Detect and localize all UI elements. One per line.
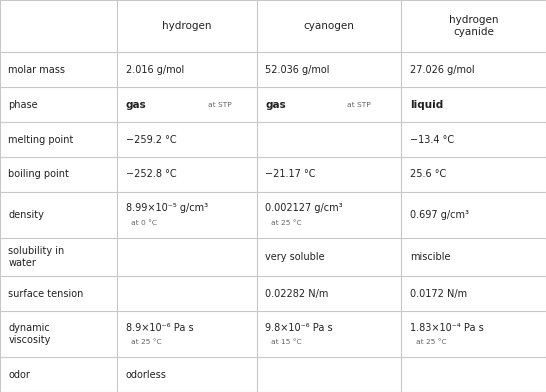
Text: phase: phase	[8, 100, 38, 110]
Text: at 0 °C: at 0 °C	[131, 220, 157, 225]
Text: −259.2 °C: −259.2 °C	[126, 134, 176, 145]
Text: −13.4 °C: −13.4 °C	[410, 134, 454, 145]
Text: at STP: at STP	[207, 102, 232, 108]
Text: cyanogen: cyanogen	[304, 21, 354, 31]
Text: at 15 °C: at 15 °C	[271, 339, 302, 345]
Text: 0.0172 N/m: 0.0172 N/m	[410, 289, 467, 299]
Text: gas: gas	[126, 100, 146, 110]
Text: liquid: liquid	[410, 100, 443, 110]
Text: molar mass: molar mass	[8, 65, 65, 75]
Text: miscible: miscible	[410, 252, 450, 262]
Text: −21.17 °C: −21.17 °C	[265, 169, 316, 180]
Text: gas: gas	[265, 100, 286, 110]
Text: boiling point: boiling point	[8, 169, 69, 180]
Text: dynamic
viscosity: dynamic viscosity	[8, 323, 51, 345]
Text: 2.016 g/mol: 2.016 g/mol	[126, 65, 184, 75]
Text: odor: odor	[8, 370, 30, 379]
Text: 9.8×10⁻⁶ Pa s: 9.8×10⁻⁶ Pa s	[265, 323, 333, 333]
Text: solubility in
water: solubility in water	[8, 246, 64, 268]
Text: 8.99×10⁻⁵ g/cm³: 8.99×10⁻⁵ g/cm³	[126, 203, 208, 213]
Text: 1.83×10⁻⁴ Pa s: 1.83×10⁻⁴ Pa s	[410, 323, 484, 333]
Text: melting point: melting point	[8, 134, 74, 145]
Text: hydrogen
cyanide: hydrogen cyanide	[449, 15, 498, 37]
Text: 0.697 g/cm³: 0.697 g/cm³	[410, 210, 469, 220]
Text: odorless: odorless	[126, 370, 167, 379]
Text: 0.02282 N/m: 0.02282 N/m	[265, 289, 329, 299]
Text: very soluble: very soluble	[265, 252, 325, 262]
Text: hydrogen: hydrogen	[162, 21, 212, 31]
Text: 25.6 °C: 25.6 °C	[410, 169, 446, 180]
Text: 0.002127 g/cm³: 0.002127 g/cm³	[265, 203, 343, 213]
Text: density: density	[8, 210, 44, 220]
Text: 52.036 g/mol: 52.036 g/mol	[265, 65, 330, 75]
Text: at 25 °C: at 25 °C	[131, 339, 162, 345]
Text: 8.9×10⁻⁶ Pa s: 8.9×10⁻⁶ Pa s	[126, 323, 193, 333]
Text: at 25 °C: at 25 °C	[271, 220, 302, 225]
Text: 27.026 g/mol: 27.026 g/mol	[410, 65, 474, 75]
Text: surface tension: surface tension	[8, 289, 84, 299]
Text: at 25 °C: at 25 °C	[416, 339, 447, 345]
Text: −252.8 °C: −252.8 °C	[126, 169, 176, 180]
Text: at STP: at STP	[347, 102, 371, 108]
